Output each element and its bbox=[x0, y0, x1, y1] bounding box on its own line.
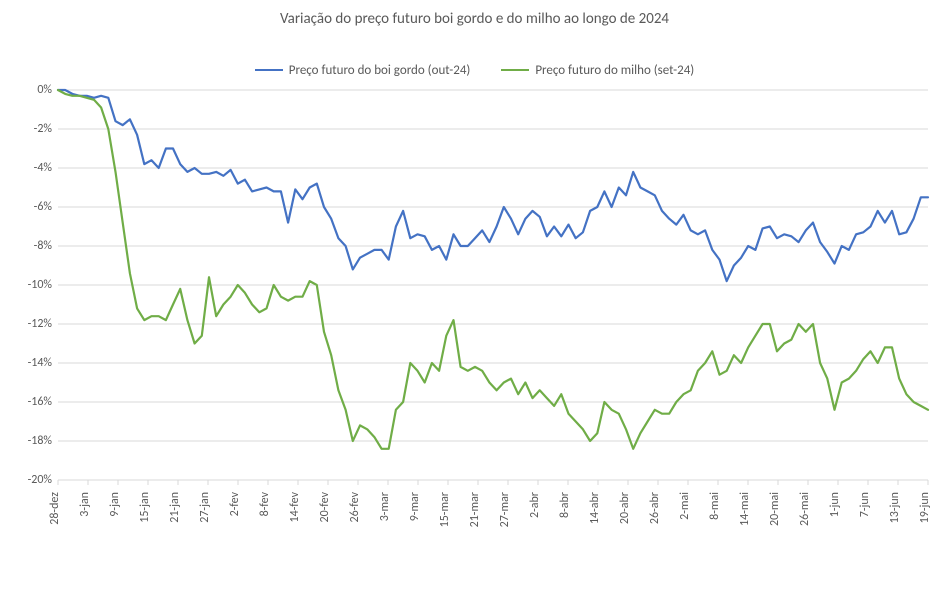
chart-svg: 0% -2% -4% -6% -8% -10% -12% -14% -16% -18% -20% 28… bbox=[0, 0, 949, 591]
x-tick-label: 7-jun bbox=[858, 492, 872, 517]
x-tick-label: 9-jan bbox=[108, 492, 122, 517]
x-tick-label: 21-jan bbox=[168, 492, 182, 523]
x-tick-label: 2-abr bbox=[528, 492, 542, 518]
x-tick-label: 3-mar bbox=[378, 492, 392, 521]
y-tick-label: 0% bbox=[37, 83, 52, 97]
x-tick-label: 14-fev bbox=[288, 491, 302, 522]
x-tick-label: 13-jun bbox=[888, 492, 902, 523]
chart-container: Variação do preço futuro boi gordo e do … bbox=[0, 0, 949, 591]
x-tick-label: 20-abr bbox=[618, 492, 632, 524]
y-tick-label: -2% bbox=[34, 122, 53, 136]
y-tick-label: -18% bbox=[28, 434, 53, 448]
x-tick-label: 20-mai bbox=[768, 492, 782, 526]
series-line-1 bbox=[58, 90, 928, 449]
x-tick-label: 26-mai bbox=[798, 492, 812, 526]
x-tick-label: 1-jun bbox=[828, 492, 842, 517]
y-tick-label: -8% bbox=[34, 239, 53, 253]
y-tick-label: -14% bbox=[28, 356, 53, 370]
y-tick-label: -16% bbox=[28, 395, 53, 409]
y-tick-label: -10% bbox=[28, 278, 53, 292]
x-tick-label: 20-fev bbox=[318, 491, 332, 522]
x-tick-label: 8-fev bbox=[258, 491, 272, 516]
x-tick-label: 15-mar bbox=[438, 492, 452, 527]
y-tick-label: -20% bbox=[28, 473, 53, 487]
x-tick-label: 27-mar bbox=[498, 492, 512, 527]
y-tick-label: -4% bbox=[34, 161, 53, 175]
x-tick-label: 2-fev bbox=[228, 491, 242, 516]
x-tick-label: 21-mar bbox=[468, 492, 482, 527]
x-tick-label: 27-jan bbox=[198, 492, 212, 523]
x-tick-label: 14-abr bbox=[588, 492, 602, 524]
x-tick-label: 2-mai bbox=[678, 492, 692, 520]
x-tick-label: 19-jun bbox=[918, 492, 932, 523]
x-tick-label: 9-mar bbox=[408, 492, 422, 521]
y-tick-label: -6% bbox=[34, 200, 53, 214]
y-tick-label: -12% bbox=[28, 317, 53, 331]
series-line-0 bbox=[58, 90, 928, 281]
x-tick-label: 26-abr bbox=[648, 492, 662, 524]
x-tick-label: 3-jan bbox=[78, 492, 92, 517]
x-tick-label: 26-fev bbox=[348, 491, 362, 522]
x-tick-label: 8-mai bbox=[708, 492, 722, 520]
x-tick-label: 28-dez bbox=[48, 492, 62, 525]
x-tick-label: 8-abr bbox=[558, 492, 572, 518]
x-tick-label: 14-mai bbox=[738, 492, 752, 526]
x-tick-label: 15-jan bbox=[138, 492, 152, 523]
